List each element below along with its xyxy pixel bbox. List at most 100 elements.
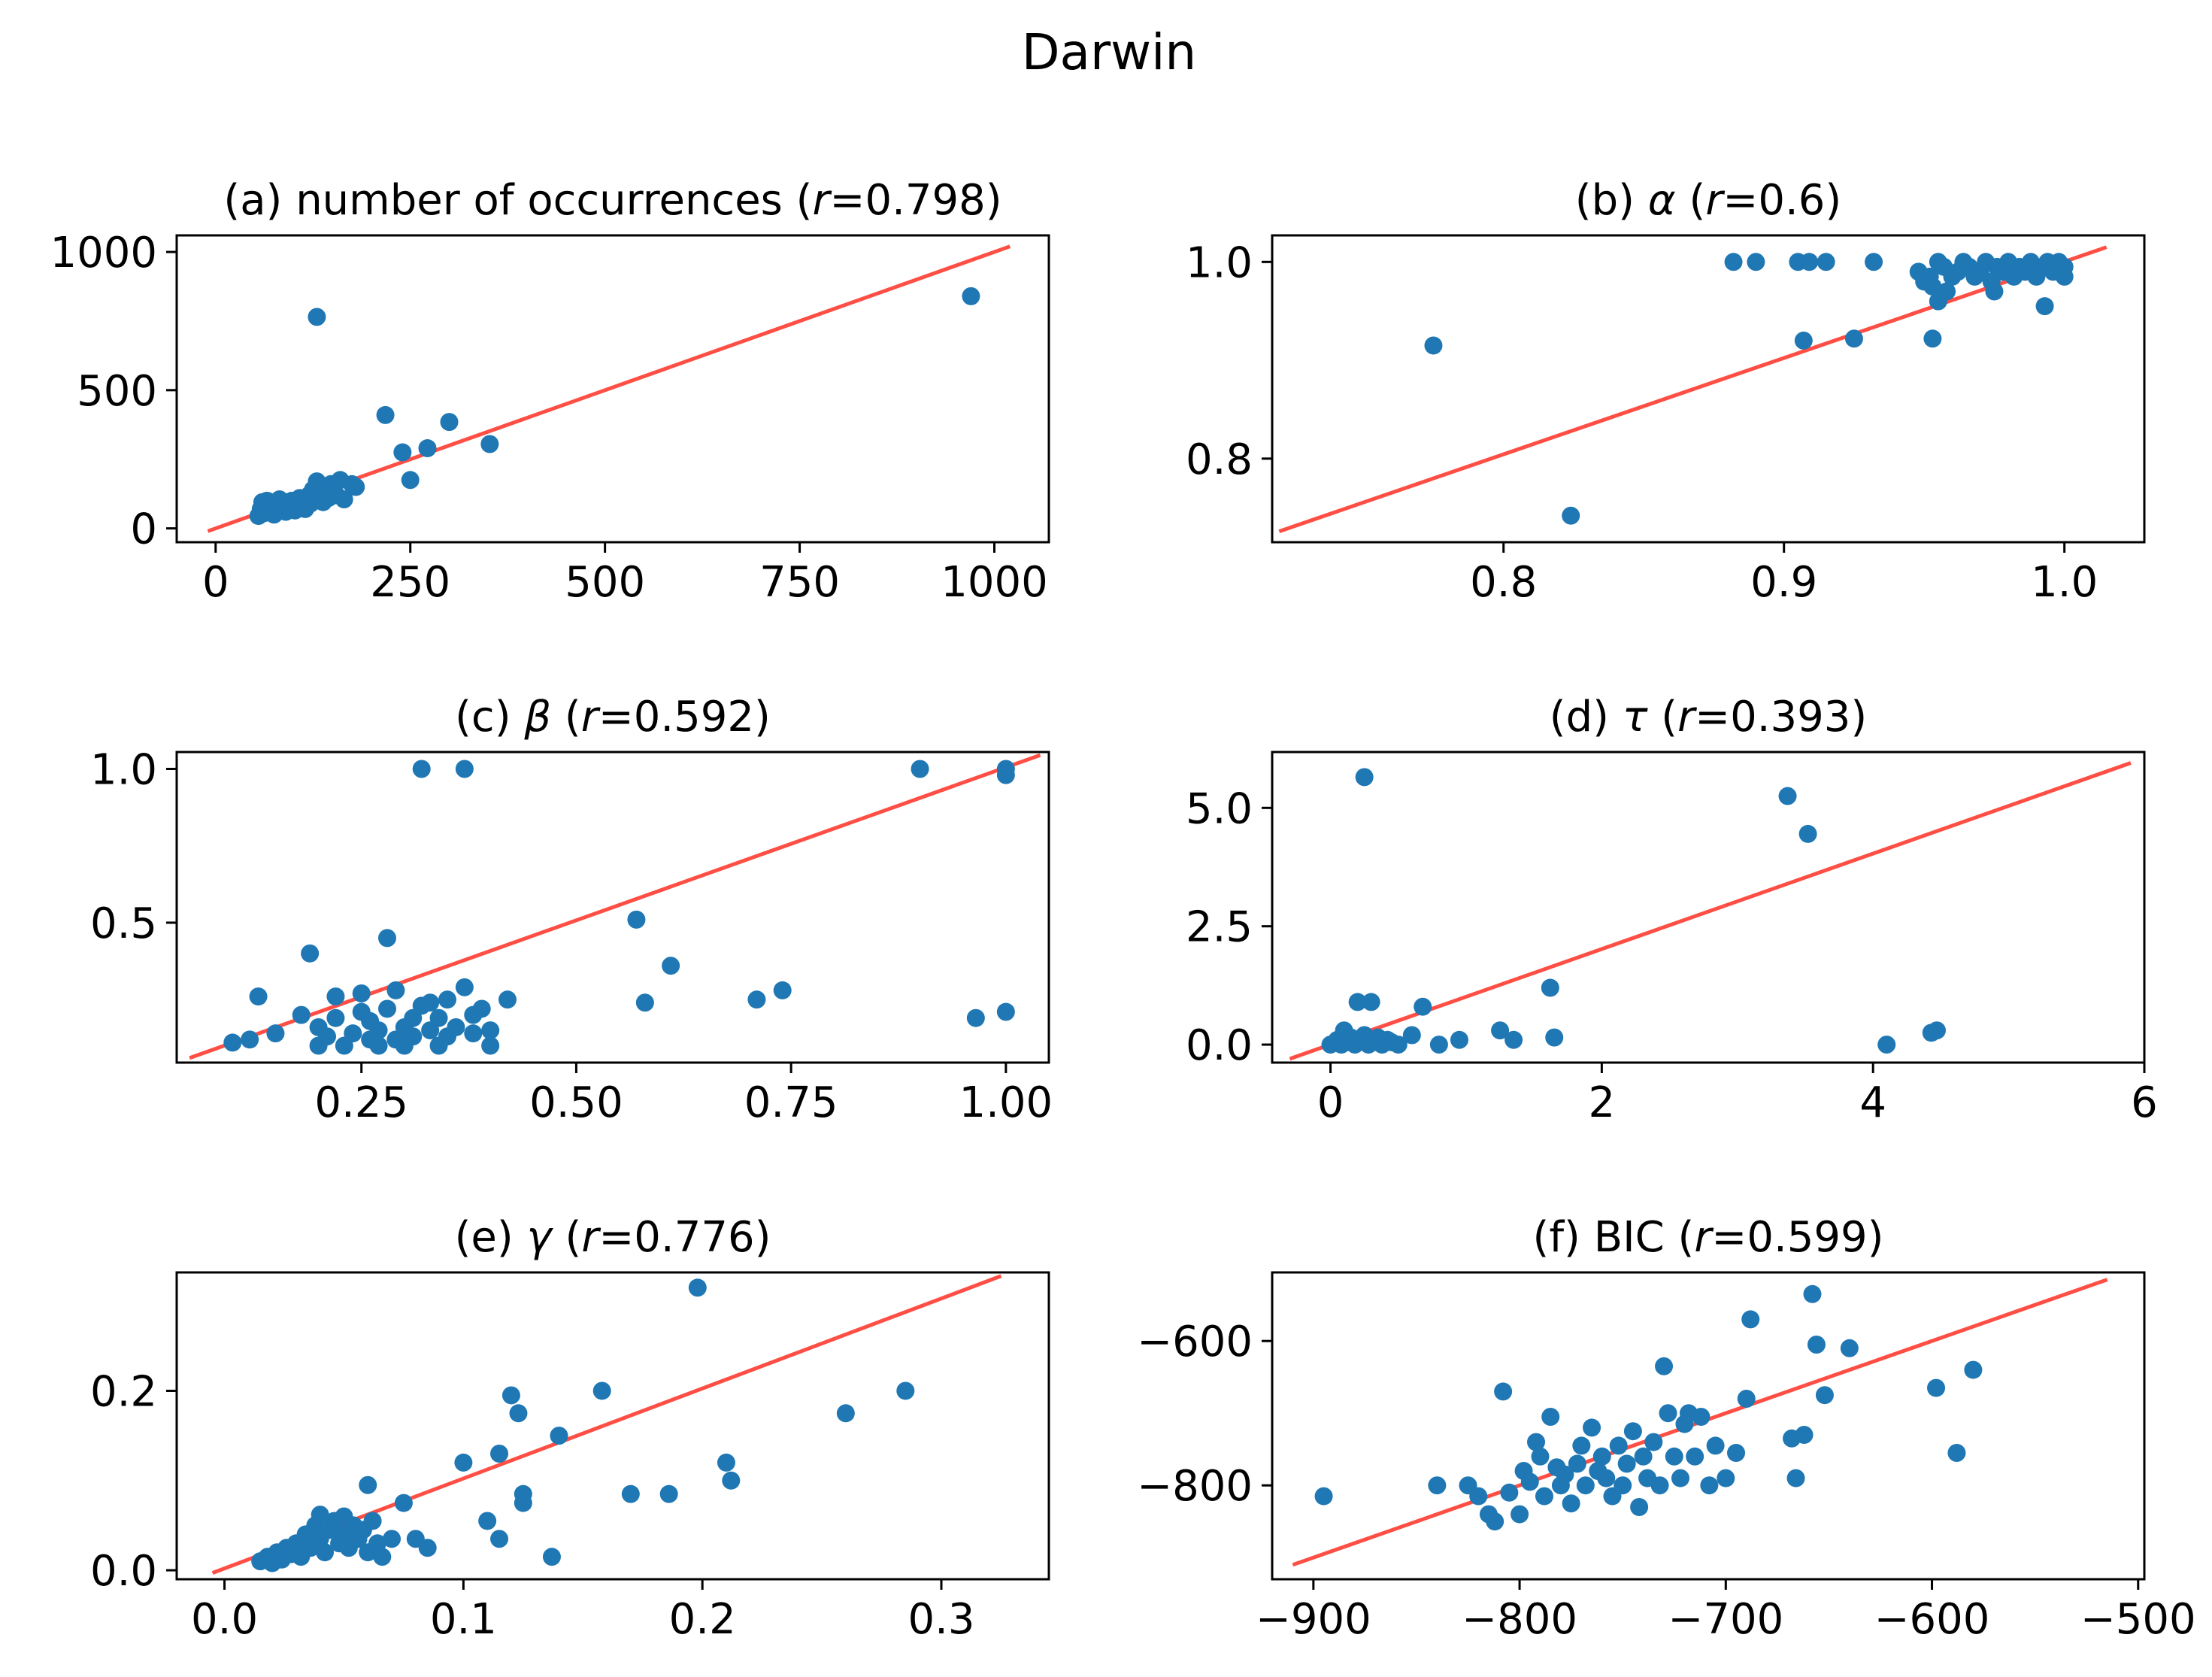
chart-panel-4: (d) τ (r=0.393) 0 2 4 6 0.0 2.5 5.0: [1186, 693, 2158, 1127]
data-point: [352, 984, 371, 1002]
data-point: [376, 405, 395, 424]
data-point: [1486, 1512, 1504, 1531]
data-point: [1389, 1036, 1407, 1054]
regression-line: [189, 753, 1041, 1060]
data-point: [1504, 1030, 1523, 1049]
data-point: [438, 990, 456, 1009]
data-point: [326, 1008, 345, 1027]
data-point: [1706, 1436, 1725, 1455]
data-point: [1424, 336, 1443, 355]
x-tick-label: 0.50: [529, 1078, 623, 1127]
data-point: [378, 999, 396, 1018]
chart-panel-6: (f) BIC (r=0.599) −900 −800 −700 −600 −500 −80…: [1137, 1213, 2195, 1644]
data-point: [249, 987, 268, 1006]
x-tick-label: 1000: [941, 558, 1048, 607]
chart-panel-5: (e) γ (r=0.776) 0.0 0.1 0.2 0.3 0.0 0.2: [90, 1213, 1050, 1644]
data-point: [369, 1036, 388, 1055]
data-point: [363, 1512, 382, 1530]
x-tick-label: 750: [759, 558, 840, 607]
data-point: [301, 944, 320, 963]
data-point: [1985, 282, 2004, 301]
data-point: [1737, 1390, 1756, 1408]
data-point: [509, 1404, 528, 1423]
data-point: [621, 1484, 640, 1503]
data-point: [241, 1030, 259, 1049]
data-point: [393, 443, 412, 462]
data-point: [1927, 1021, 1946, 1040]
data-point: [1362, 993, 1380, 1011]
data-point: [1617, 1454, 1636, 1473]
data-point: [1795, 1426, 1814, 1444]
data-point: [722, 1471, 741, 1490]
data-point: [1355, 768, 1374, 787]
data-point: [223, 1033, 242, 1052]
data-point: [1803, 1284, 1822, 1303]
data-point: [659, 1484, 678, 1503]
y-tick-label: −600: [1137, 1318, 1253, 1366]
chart-title: (e) γ (r=0.776): [455, 1213, 771, 1262]
data-point: [1450, 1030, 1468, 1049]
data-point: [1314, 1487, 1333, 1506]
data-points: [1424, 253, 2074, 525]
data-point: [1568, 1454, 1586, 1473]
x-tick-label: 0.2: [669, 1595, 736, 1644]
data-point: [1545, 1028, 1564, 1047]
data-point: [1807, 1336, 1826, 1354]
data-point: [373, 1548, 392, 1566]
figure-title: Darwin: [1022, 23, 1197, 81]
x-tick-label: 6: [2131, 1078, 2158, 1127]
data-point: [498, 990, 517, 1009]
data-point: [326, 987, 345, 1006]
data-point: [1964, 1360, 1983, 1379]
x-tick-label: 0: [202, 558, 229, 607]
data-point: [335, 490, 353, 509]
axes-frame: [1271, 1271, 2146, 1581]
data-point: [266, 1024, 285, 1043]
axes-frame: [175, 1271, 1050, 1581]
data-point: [369, 1021, 388, 1040]
data-point: [478, 1512, 497, 1530]
data-point: [1469, 1487, 1488, 1506]
data-point: [481, 1036, 500, 1055]
y-tick-label: 0.2: [90, 1367, 157, 1416]
x-tick-label: 4: [1859, 1078, 1886, 1127]
data-point: [386, 981, 405, 999]
data-point: [1655, 1357, 1674, 1375]
data-point: [394, 1494, 413, 1512]
x-tick-label: 0.25: [314, 1078, 408, 1127]
data-point: [1562, 1494, 1580, 1513]
data-point: [1535, 1487, 1553, 1506]
data-point: [1644, 1433, 1663, 1451]
y-tick-label: 0.5: [90, 899, 157, 948]
data-point: [514, 1494, 532, 1512]
y-tick-label: 1.0: [90, 745, 157, 794]
y-tick-label: 0.0: [90, 1547, 157, 1596]
chart-title: (d) τ (r=0.393): [1550, 693, 1868, 741]
x-tick-label: −500: [2080, 1595, 2196, 1644]
data-point: [490, 1530, 509, 1548]
regression-line: [1289, 761, 2132, 1061]
data-point: [996, 766, 1015, 784]
data-point: [1562, 506, 1580, 525]
data-point: [1817, 253, 1835, 271]
y-tick-label: 0: [130, 505, 157, 554]
data-point: [418, 1539, 437, 1557]
data-point: [490, 1444, 509, 1463]
data-point: [1511, 1505, 1529, 1524]
data-point: [404, 1027, 423, 1046]
data-point: [1527, 1433, 1546, 1451]
panels: (a) number of occurrences (r=0.798) 0 250 5…: [50, 176, 2195, 1644]
data-point: [1597, 1469, 1616, 1487]
data-points: [223, 760, 1015, 1055]
data-point: [1414, 997, 1432, 1016]
data-point: [1429, 1036, 1448, 1054]
x-tick-label: 0.9: [1750, 558, 1817, 607]
x-tick-label: 0.1: [430, 1595, 497, 1644]
data-point: [421, 993, 440, 1012]
data-point: [1671, 1469, 1689, 1487]
data-point: [316, 1543, 335, 1562]
data-point: [2055, 267, 2074, 286]
data-point: [429, 1008, 448, 1027]
data-point: [383, 1530, 401, 1548]
